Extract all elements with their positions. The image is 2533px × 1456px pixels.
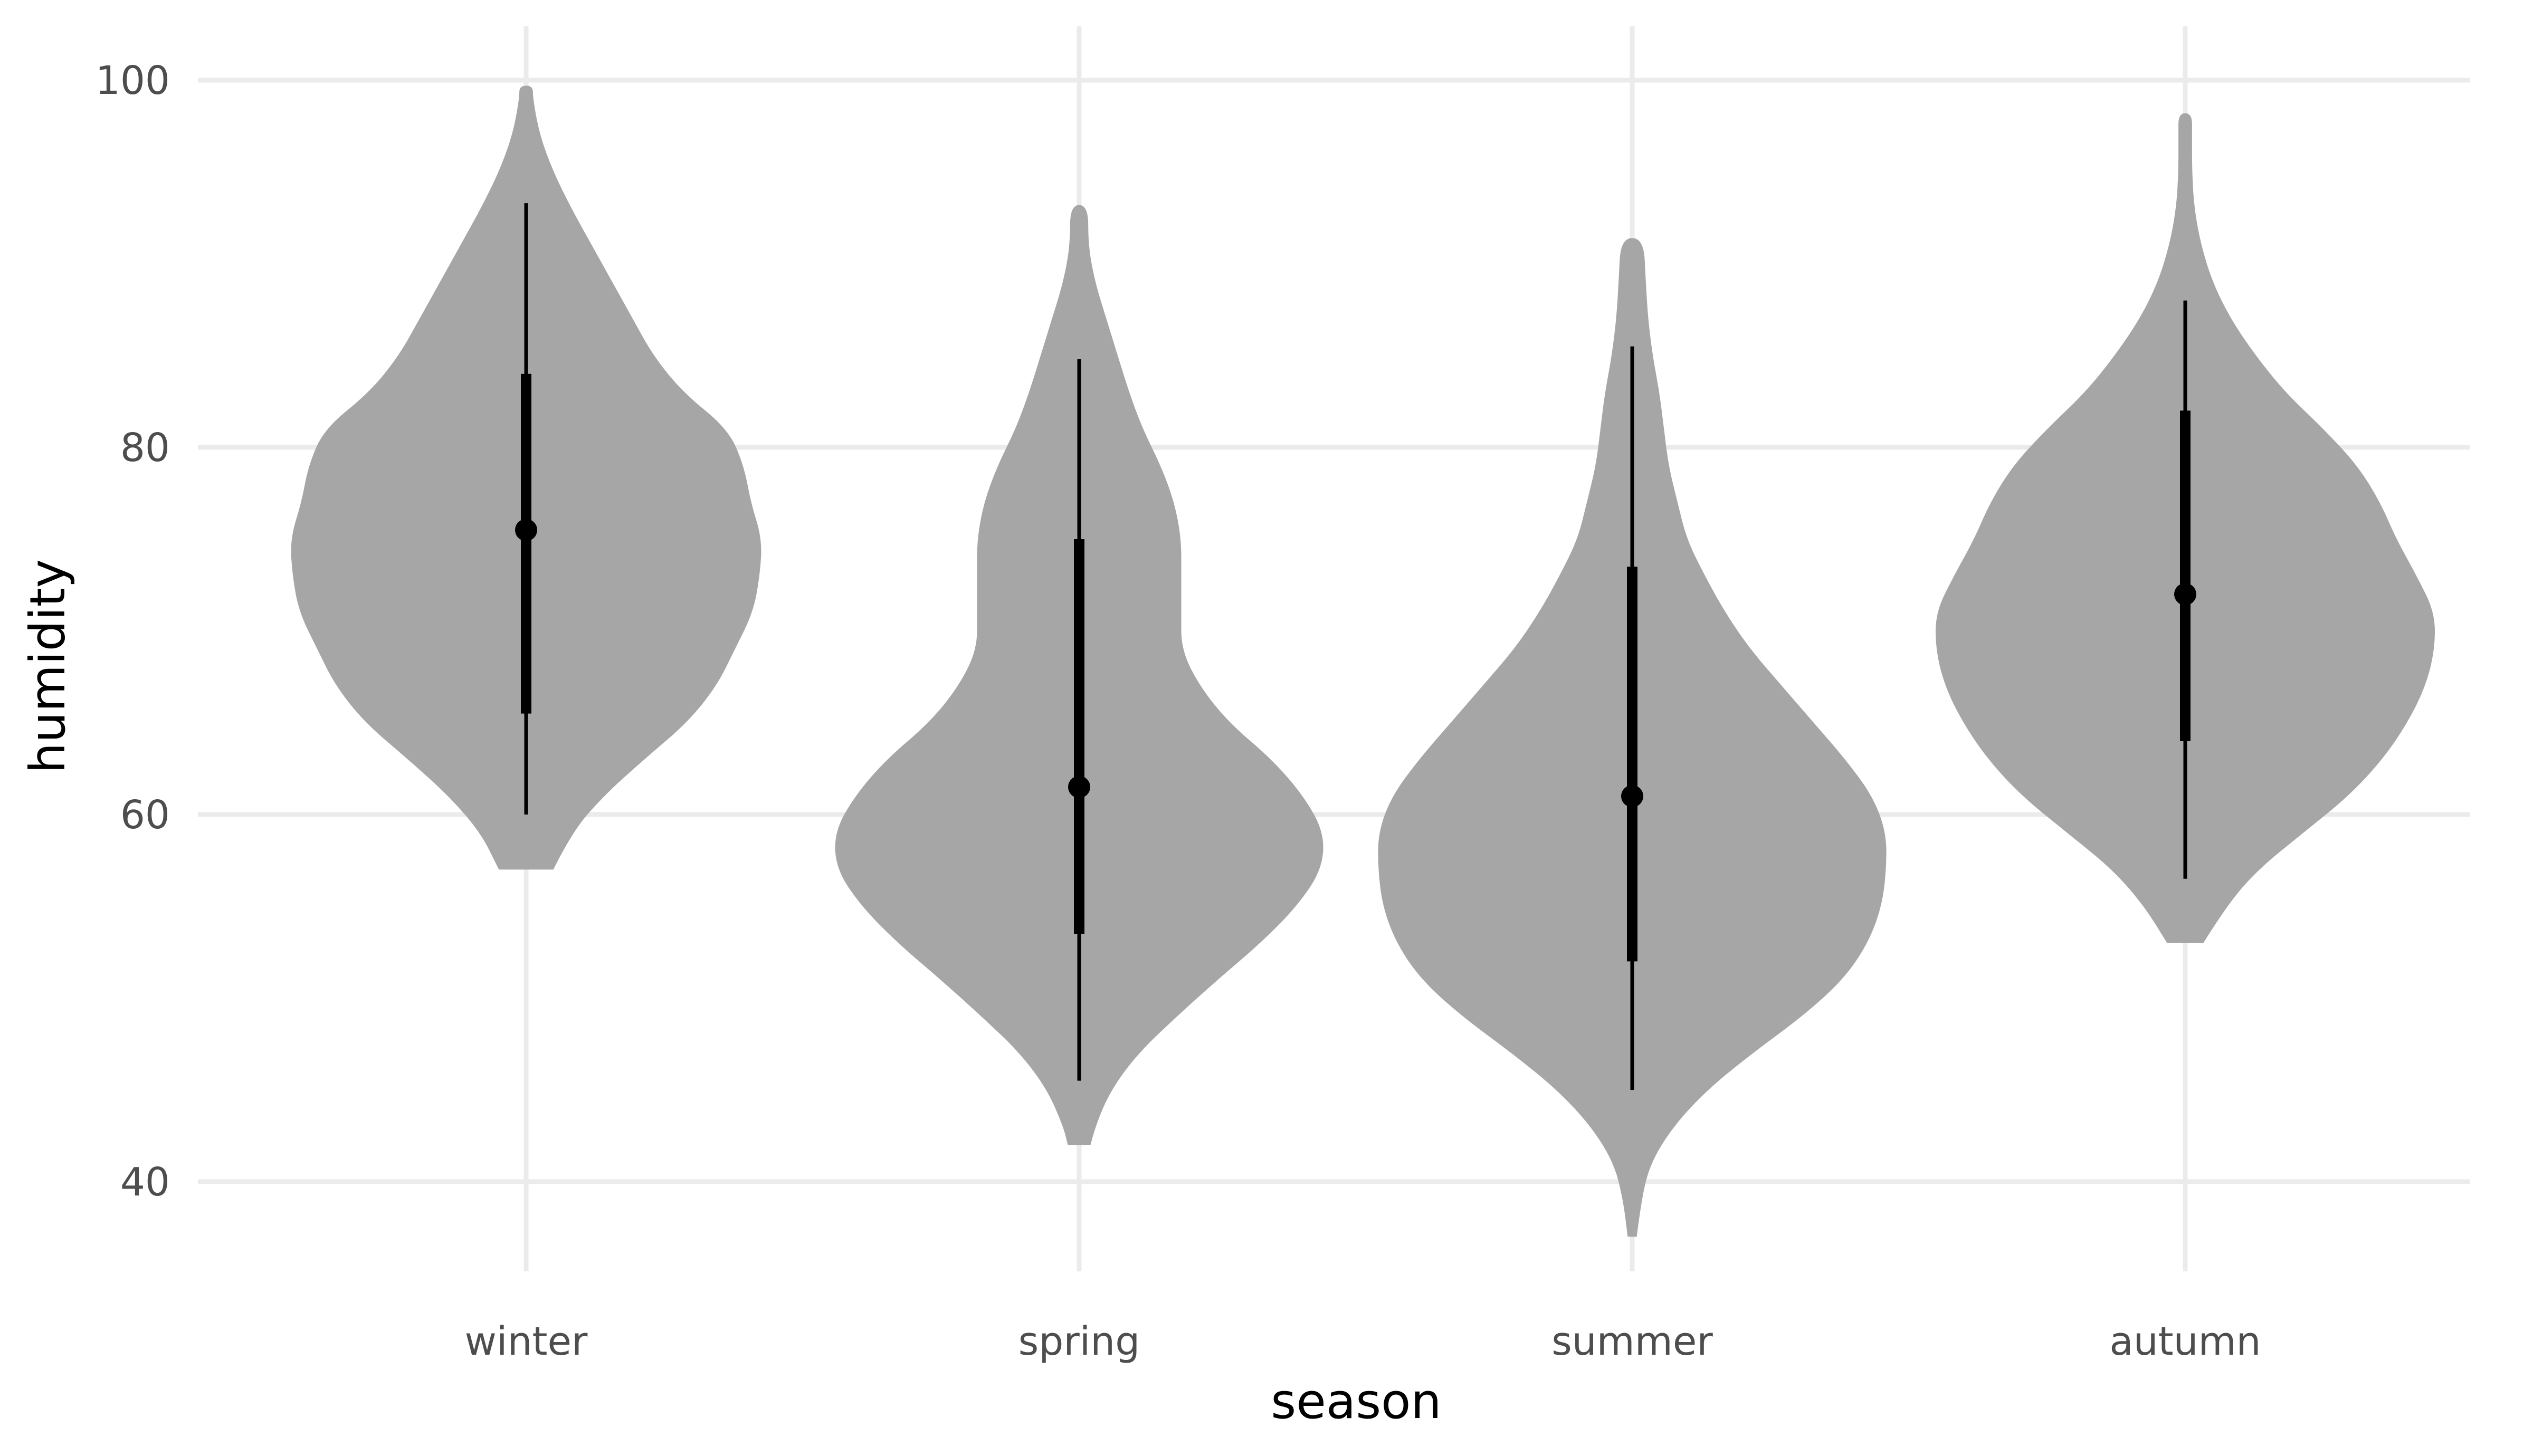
median-point-autumn: [2174, 583, 2196, 606]
median-point-spring: [1068, 775, 1090, 798]
violins: [291, 85, 2435, 1237]
y-tick-labels: 40 60 80 100: [96, 58, 170, 1205]
y-tick-label-60: 60: [120, 792, 170, 838]
median-point-summer: [1621, 785, 1643, 808]
x-tick-label-spring: spring: [1018, 1319, 1140, 1364]
y-tick-label-80: 80: [120, 425, 170, 471]
median-point-winter: [515, 519, 537, 541]
y-axis-title: humidity: [20, 559, 76, 773]
y-tick-label-100: 100: [96, 58, 170, 103]
intervals: [515, 203, 2196, 1090]
x-tick-label-summer: summer: [1551, 1319, 1713, 1364]
y-tick-label-40: 40: [120, 1160, 170, 1205]
x-tick-label-autumn: autumn: [2109, 1319, 2261, 1364]
x-tick-labels: winter spring summer autumn: [465, 1319, 2261, 1364]
x-tick-label-winter: winter: [465, 1319, 588, 1364]
x-axis-title: season: [1271, 1373, 1441, 1430]
